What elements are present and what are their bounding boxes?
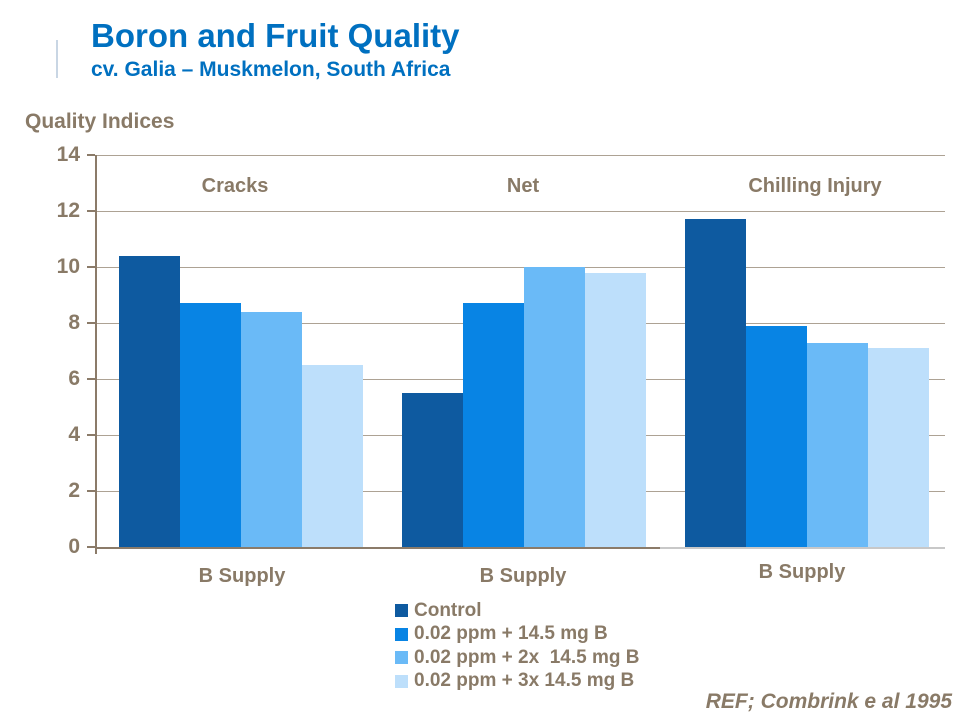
legend-item-control: Control (395, 599, 639, 623)
legend-label: Control (414, 599, 482, 621)
legend-item-b3: 0.02 ppm + 3x 14.5 mg B (395, 670, 639, 694)
bar-cracks-s2 (241, 311, 302, 547)
x-axis-label-group3: B Supply (758, 561, 846, 583)
y-tick-label: 2 (68, 479, 80, 502)
y-axis-line (95, 155, 97, 554)
legend: Control 0.02 ppm + 14.5 mg B 0.02 ppm + … (395, 599, 639, 693)
x-axis-baseline (95, 547, 660, 549)
page-title: Boron and Fruit Quality (91, 17, 460, 54)
bar-cracks-s1 (180, 303, 241, 547)
bar-chart-plot-area: Cracks Net Chilling Injury B Supply B Su… (57, 143, 945, 587)
y-tick-label: 14 (56, 143, 80, 166)
y-tick-label: 6 (68, 367, 80, 390)
group-title-chilling-injury: Chilling Injury (748, 175, 882, 197)
page-subtitle: cv. Galia – Muskmelon, South Africa (91, 58, 451, 82)
bar-net-s2 (524, 267, 585, 547)
legend-label: 0.02 ppm + 14.5 mg B (414, 623, 608, 645)
y-axis-tick (87, 154, 95, 156)
bar-chilling-injury-s1 (746, 325, 807, 547)
gridline (97, 266, 945, 268)
y-axis-tick (87, 210, 95, 212)
legend-label: 0.02 ppm + 3x 14.5 mg B (414, 670, 635, 692)
x-axis-baseline-gray (660, 547, 945, 549)
bar-cracks-s0 (119, 255, 180, 547)
y-tick-label: 10 (56, 255, 80, 278)
bar-net-s1 (463, 303, 524, 547)
bar-chilling-injury-s3 (868, 348, 929, 547)
legend-swatch-control (395, 604, 408, 618)
y-tick-label: 8 (68, 311, 80, 334)
header: Boron and Fruit Quality cv. Galia – Musk… (91, 17, 460, 82)
gridline (97, 154, 945, 156)
bar-chilling-injury-s2 (807, 342, 868, 547)
legend-swatch-b3 (395, 674, 408, 688)
bar-net-s0 (402, 393, 463, 547)
group-title-net: Net (506, 175, 540, 197)
y-axis-tick (87, 546, 95, 548)
legend-label: 0.02 ppm + 2x 14.5 mg B (414, 646, 640, 668)
group-title-cracks: Cracks (201, 175, 269, 197)
x-axis-label-group2: B Supply (479, 565, 567, 587)
bar-cracks-s3 (302, 365, 363, 547)
legend-item-b2: 0.02 ppm + 2x 14.5 mg B (395, 646, 639, 670)
bar-chilling-injury-s0 (685, 219, 746, 547)
y-axis-title: Quality Indices (25, 110, 175, 133)
legend-swatch-b2 (395, 651, 408, 665)
legend-item-b1: 0.02 ppm + 14.5 mg B (395, 623, 639, 647)
legend-swatch-b1 (395, 627, 408, 641)
y-axis-tick (87, 490, 95, 492)
y-axis-tick (87, 434, 95, 436)
y-tick-label: 0 (68, 535, 80, 558)
reference-citation: REF; Combrink e al 1995 (705, 690, 952, 713)
left-edge-sliver-decoration (56, 40, 58, 78)
y-axis-tick (87, 378, 95, 380)
bar-net-s3 (585, 272, 646, 547)
y-axis-tick (87, 266, 95, 268)
y-tick-label: 4 (68, 423, 80, 446)
gridline (97, 210, 945, 212)
x-axis-label-group1: B Supply (198, 565, 286, 587)
y-axis-tick (87, 322, 95, 324)
y-tick-label: 12 (56, 199, 80, 222)
